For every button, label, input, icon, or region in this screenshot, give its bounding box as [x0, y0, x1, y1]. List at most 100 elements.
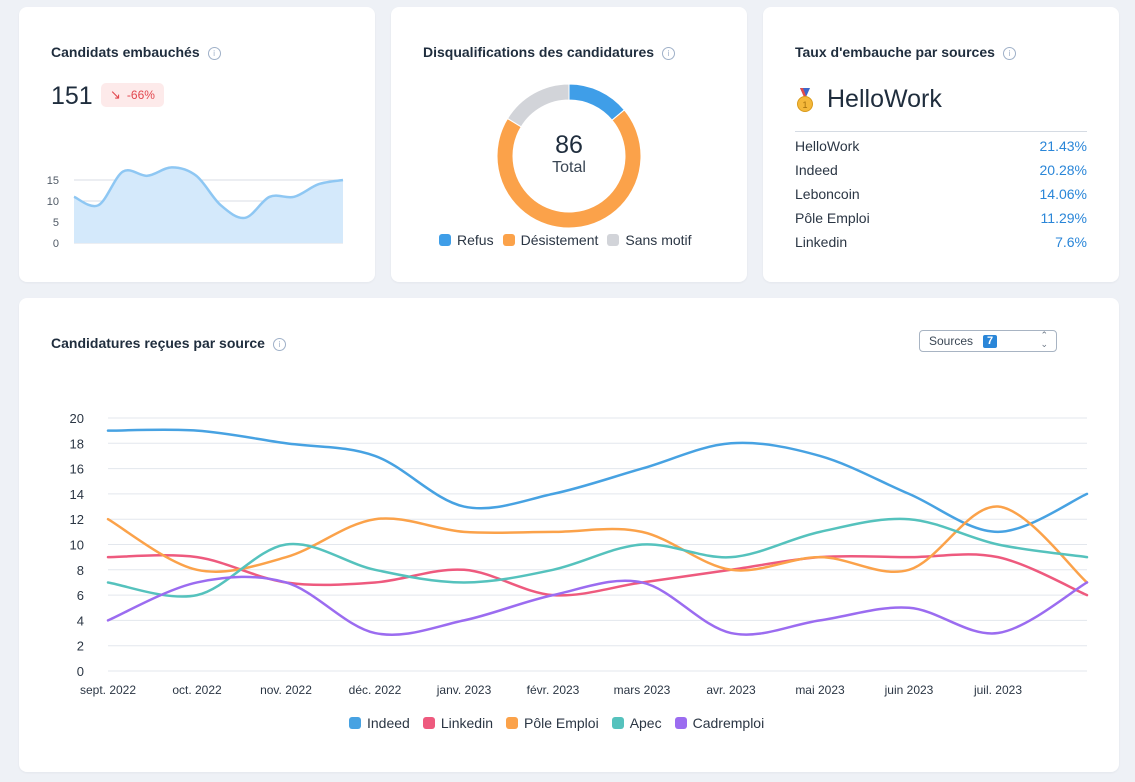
legend-label: Désistement: [520, 232, 599, 248]
series-line-apec[interactable]: [106, 517, 1089, 598]
y-tick-label: 10: [70, 538, 84, 553]
x-tick-label: mars 2023: [614, 683, 671, 697]
legend-label: Cadremploi: [692, 715, 765, 731]
hire-rate-row: HelloWork 21.43%: [795, 138, 1087, 162]
x-tick-label: juil. 2023: [973, 683, 1022, 697]
legend-item[interactable]: Pôle Emploi: [505, 715, 599, 731]
hire-rate-row: Indeed 20.28%: [795, 162, 1087, 186]
received-title: Candidatures reçues par source i: [51, 335, 286, 351]
hired-delta-value: -66%: [126, 88, 155, 102]
donut-total-label: Total: [552, 159, 586, 176]
legend-swatch: [611, 717, 624, 729]
x-tick-label: avr. 2023: [706, 683, 756, 697]
hired-delta-badge: ↘ -66%: [101, 83, 164, 107]
hire-rate-value: 21.43%: [1039, 138, 1087, 154]
mini-y-tick: 15: [47, 175, 59, 187]
hire-rate-source: HelloWork: [795, 138, 860, 154]
sources-select-label: Sources: [929, 334, 974, 348]
mini-y-tick: 10: [47, 196, 59, 208]
svg-text:1: 1: [802, 100, 807, 110]
info-icon[interactable]: i: [1002, 47, 1016, 60]
hire-rate-value: 11.29%: [1040, 210, 1087, 226]
hire-rate-value: 20.28%: [1039, 162, 1087, 178]
donut-legend: Refus Désistement Sans motif: [439, 232, 701, 248]
hired-mini-chart: 15 10 5 0: [47, 166, 344, 250]
disqualifications-card: Disqualifications des candidatures i 86 T…: [391, 7, 747, 282]
y-tick-label: 18: [70, 436, 84, 451]
legend-item[interactable]: Linkedin: [422, 715, 493, 731]
y-tick-label: 16: [70, 462, 84, 477]
x-tick-label: juin 2023: [884, 683, 934, 697]
mini-area-fill: [74, 167, 343, 243]
info-icon[interactable]: i: [272, 338, 286, 351]
legend-item[interactable]: Apec: [611, 715, 662, 731]
hired-title: Candidats embauchés i: [51, 44, 221, 60]
x-tick-label: févr. 2023: [527, 683, 580, 697]
legend-item[interactable]: Refus: [439, 232, 494, 248]
legend-swatch: [505, 717, 518, 729]
received-card: Candidatures reçues par source i Sources …: [19, 298, 1119, 772]
legend-label: Pôle Emploi: [523, 715, 599, 731]
series-line-p-le-emploi[interactable]: [106, 505, 1089, 584]
hire-rate-title: Taux d'embauche par sources i: [795, 44, 1016, 60]
y-tick-label: 0: [77, 664, 84, 679]
hire-rate-card: Taux d'embauche par sources i 1 HelloWork…: [763, 7, 1119, 282]
legend-swatch: [439, 234, 451, 246]
legend-swatch: [422, 717, 435, 729]
x-tick-label: oct. 2022: [172, 683, 222, 697]
info-icon[interactable]: i: [207, 47, 221, 60]
hired-count: 151: [51, 82, 93, 110]
legend-item[interactable]: Cadremploi: [674, 715, 765, 731]
donut-slice-sans-motif[interactable]: [506, 83, 570, 128]
legend-item[interactable]: Désistement: [502, 232, 599, 248]
y-tick-label: 14: [70, 487, 84, 502]
hired-card: Candidats embauchés i 151 ↘ -66% 15 10 5 0: [19, 7, 375, 282]
hire-rate-value: 7.6%: [1055, 234, 1087, 250]
gold-medal-icon: 1: [797, 87, 813, 112]
trend-down-arrow-icon: ↘: [110, 88, 121, 103]
y-tick-label: 2: [77, 639, 84, 654]
legend-label: Apec: [629, 715, 662, 731]
hire-rate-row: Pôle Emploi 11.29%: [795, 210, 1087, 234]
top-source-name: HelloWork: [827, 85, 942, 113]
legend-swatch: [349, 717, 361, 729]
legend-item[interactable]: Sans motif: [607, 232, 692, 248]
y-tick-label: 12: [70, 512, 84, 527]
y-tick-label: 4: [77, 613, 84, 628]
hire-rate-value: 14.06%: [1039, 186, 1087, 202]
hire-rate-source: Linkedin: [795, 234, 848, 250]
legend-item[interactable]: Indeed: [349, 715, 410, 731]
x-tick-label: mai 2023: [795, 683, 845, 697]
disqualifications-title: Disqualifications des candidatures i: [423, 44, 676, 60]
disqualifications-donut: [496, 83, 642, 229]
y-tick-label: 8: [77, 563, 84, 578]
hire-rate-source: Indeed: [795, 162, 838, 178]
info-icon[interactable]: i: [662, 47, 676, 60]
series-line-cadremploi[interactable]: [106, 575, 1089, 637]
mini-y-tick: 0: [53, 238, 59, 250]
hire-rate-row: Linkedin 7.6%: [795, 234, 1087, 258]
donut-slice-refus[interactable]: [568, 83, 626, 121]
legend-label: Sans motif: [625, 232, 692, 248]
mini-area-line: [73, 166, 344, 220]
y-tick-label: 6: [77, 588, 84, 603]
sources-select[interactable]: Sources 7 ⌃ ⌄: [919, 330, 1057, 352]
legend-label: Refus: [457, 232, 494, 248]
sources-count-badge: 7: [983, 335, 997, 348]
hire-rate-source: Leboncoin: [795, 186, 860, 202]
updown-chevron-icon: ⌃ ⌄: [1040, 331, 1048, 350]
mini-y-tick: 5: [53, 217, 59, 229]
legend-label: Indeed: [367, 715, 410, 731]
x-tick-label: janv. 2023: [436, 683, 492, 697]
y-tick-label: 20: [70, 411, 84, 426]
series-line-indeed[interactable]: [106, 428, 1089, 534]
divider: [795, 131, 1087, 132]
legend-swatch: [502, 234, 515, 246]
hire-rate-row: Leboncoin 14.06%: [795, 186, 1087, 210]
hire-rate-source: Pôle Emploi: [795, 210, 870, 226]
x-tick-label: déc. 2022: [349, 683, 402, 697]
top-source: 1 HelloWork: [795, 85, 942, 114]
donut-total-value: 86: [555, 131, 583, 159]
donut-slice-d-sistement[interactable]: [496, 109, 642, 229]
